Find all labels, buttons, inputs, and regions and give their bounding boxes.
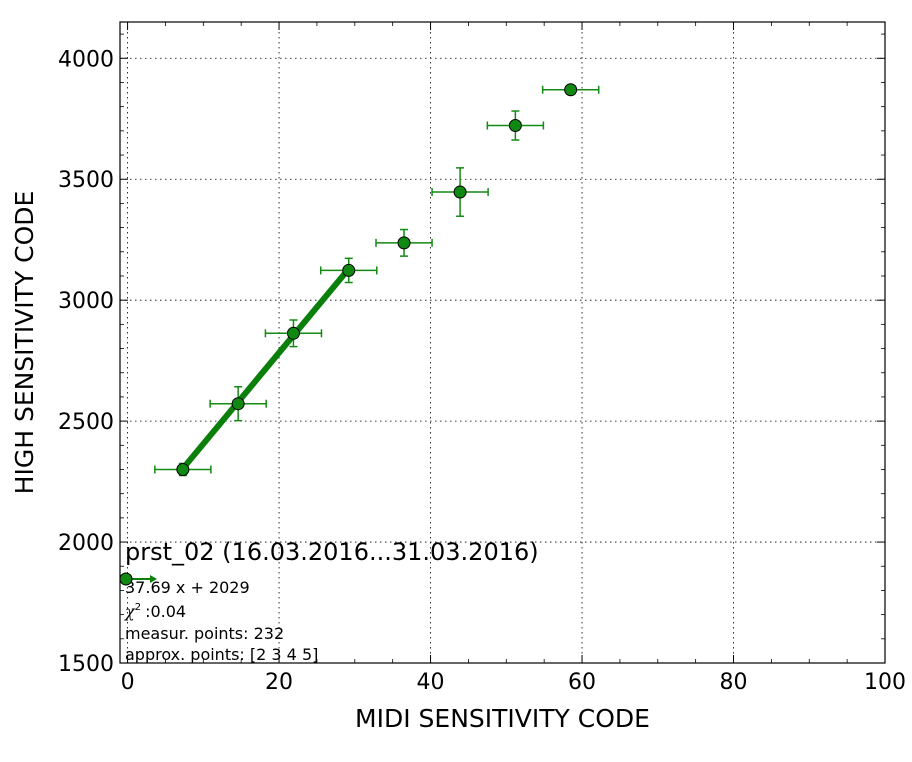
legend-equation: 37.69 x + 2029: [125, 578, 250, 597]
x-tick-label: 20: [265, 670, 293, 695]
legend-approx-points: approx. points: [2 3 4 5]: [125, 645, 318, 664]
chi2-value: :0.04: [145, 602, 186, 621]
data-point: [564, 83, 578, 97]
y-tick-label: 4000: [58, 47, 114, 72]
x-tick-label: 80: [720, 670, 748, 695]
fit-layer: [180, 266, 352, 471]
legend-measur-points: measur. points: 232: [125, 624, 284, 643]
y-tick-label: 1500: [58, 652, 114, 677]
grid-layer: [120, 22, 885, 663]
data-point: [508, 119, 522, 133]
y-tick-label: 2500: [58, 410, 114, 435]
error-bar-layer: [154, 85, 600, 477]
x-axis-label: MIDI SENSITIVITY CODE: [355, 704, 650, 733]
x-tick-label: 0: [121, 670, 135, 695]
y-tick-label: 3500: [58, 168, 114, 193]
data-point: [176, 462, 190, 476]
data-point: [397, 236, 411, 250]
data-point: [453, 185, 467, 199]
x-tick-label: 40: [417, 670, 445, 695]
chi2-symbol: χ: [124, 602, 136, 621]
tick-layer: 0 20 40 60 80 100 1500 2000 2500 3000 3500 4000: [58, 22, 906, 695]
data-point: [286, 326, 300, 340]
legend-title: prst_02 (16.03.2016...31.03.2016): [125, 538, 539, 566]
legend-chi2: χ2 :0.04: [124, 602, 186, 621]
chi2-exponent: 2: [135, 602, 141, 613]
plot-frame: [119, 21, 886, 664]
legend: prst_02 (16.03.2016...31.03.2016) 37.69 …: [119, 538, 539, 664]
y-tick-label: 2000: [58, 531, 114, 556]
fit-line: [180, 266, 352, 471]
legend-handle-arrow: [150, 575, 157, 583]
data-point: [231, 397, 245, 411]
legend-handle-marker: [119, 572, 133, 586]
x-tick-label: 60: [568, 670, 596, 695]
marker-layer: [176, 83, 578, 476]
x-tick-label: 100: [864, 670, 906, 695]
y-tick-label: 3000: [58, 289, 114, 314]
data-point: [342, 263, 356, 277]
y-axis-label: HIGH SENSITIVITY CODE: [10, 191, 39, 495]
